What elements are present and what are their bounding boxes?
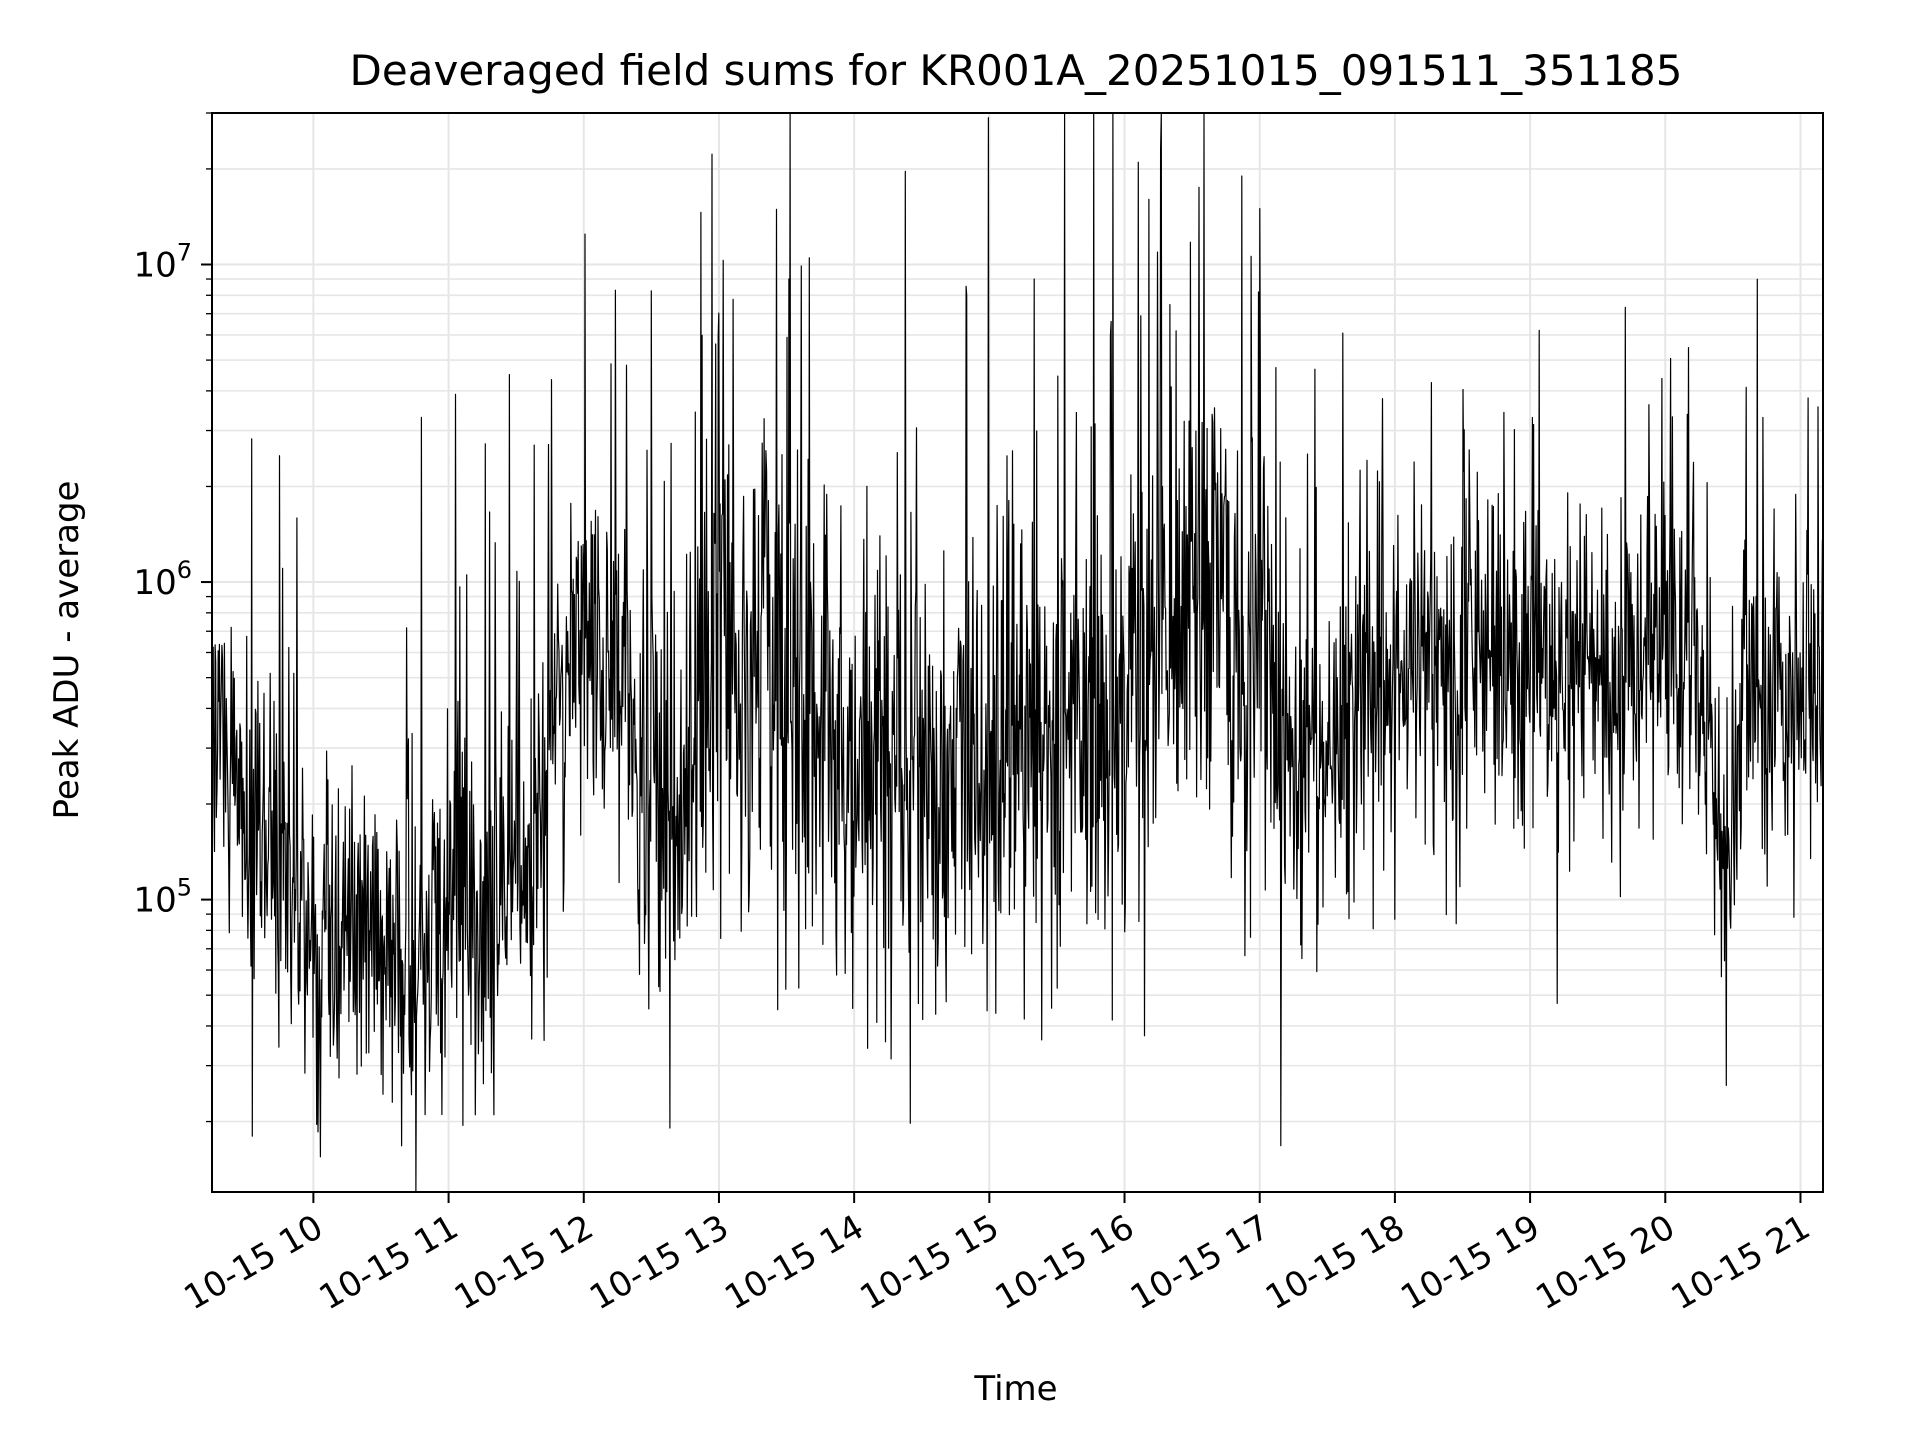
y-tick-label: 107 [133,239,192,286]
series-path [211,112,1824,1193]
series-line [211,112,1824,1193]
y-tick-label: 105 [133,874,192,921]
x-axis-label: Time [973,1369,1057,1409]
y-axis-label: Peak ADU - average [47,481,87,820]
y-axis: 105 106 107 [133,112,212,1123]
chart-title: Deaveraged field sums for KR001A_2025101… [350,46,1683,95]
y-tick-label: 106 [133,556,192,603]
